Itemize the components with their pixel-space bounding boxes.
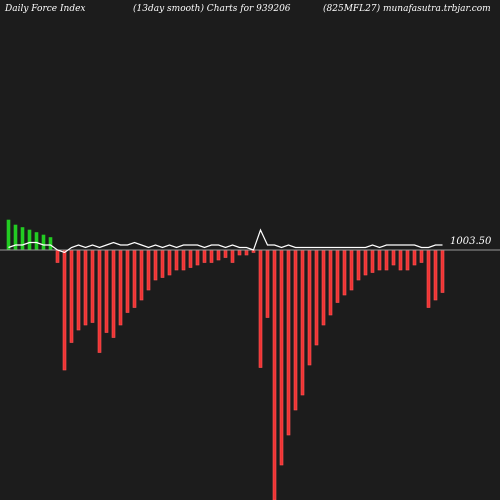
baseline-value-label: 1003.50	[450, 236, 492, 247]
force-index-bar	[111, 249, 116, 338]
force-index-bar	[300, 249, 305, 396]
force-index-bar	[321, 249, 326, 326]
force-index-bar	[20, 227, 25, 251]
force-index-bar	[216, 249, 221, 261]
force-index-bar	[125, 249, 130, 313]
force-index-bar	[265, 249, 270, 318]
force-index-bar	[118, 249, 123, 326]
force-index-bar	[139, 249, 144, 301]
force-index-bar	[363, 249, 368, 276]
force-index-bar	[48, 237, 53, 251]
force-index-bar	[426, 249, 431, 308]
force-index-bar	[244, 249, 249, 256]
force-index-bar	[202, 249, 207, 263]
force-index-bar	[370, 249, 375, 273]
force-index-bar	[27, 229, 32, 251]
force-index-bar	[356, 249, 361, 281]
force-index-bar	[209, 249, 214, 263]
force-index-bar	[405, 249, 410, 271]
force-index-bar	[286, 249, 291, 436]
force-index-bar	[230, 249, 235, 263]
force-index-bar	[279, 249, 284, 466]
force-index-bar	[167, 249, 172, 276]
force-index-bar	[195, 249, 200, 266]
force-index-bar	[97, 249, 102, 353]
force-index-bar	[258, 249, 263, 368]
force-index-bar	[181, 249, 186, 271]
force-index-bar	[307, 249, 312, 366]
force-index-bar	[76, 249, 81, 331]
force-index-bar	[419, 249, 424, 263]
force-index-bar	[349, 249, 354, 291]
force-index-bar	[293, 249, 298, 411]
force-index-bar	[272, 249, 277, 500]
force-index-bar	[384, 249, 389, 271]
force-index-bar	[55, 249, 60, 263]
force-index-bar	[41, 234, 46, 251]
average-line	[8, 228, 443, 254]
force-index-bar	[90, 249, 95, 323]
force-index-bar	[132, 249, 137, 308]
force-index-bar	[398, 249, 403, 271]
force-index-bar	[104, 249, 109, 333]
force-index-bar	[440, 249, 445, 293]
chart-title-right: (825MFL27) munafasutra.trbjar.com	[323, 4, 491, 14]
chart-title-middle: (13day smooth) Charts for 939206	[133, 4, 291, 14]
chart-title-left: Daily Force Index	[5, 4, 86, 14]
force-index-bar	[188, 249, 193, 268]
force-index-bar	[13, 224, 18, 251]
force-index-bar	[391, 249, 396, 266]
force-index-bar	[328, 249, 333, 316]
force-index-bar	[6, 219, 11, 251]
force-index-bar	[69, 249, 74, 343]
force-index-bar	[433, 249, 438, 301]
force-index-bar	[83, 249, 88, 326]
force-index-bar	[237, 249, 242, 256]
force-index-bar	[412, 249, 417, 266]
force-index-bar	[314, 249, 319, 346]
force-index-bar	[146, 249, 151, 291]
bar-series	[6, 219, 445, 500]
force-index-bar	[377, 249, 382, 271]
force-index-bar	[160, 249, 165, 278]
force-index-bar	[335, 249, 340, 303]
force-index-bar	[153, 249, 158, 281]
force-index-bar	[223, 249, 228, 258]
force-index-bar	[342, 249, 347, 296]
force-index-bar	[34, 232, 39, 251]
force-index-bar	[174, 249, 179, 271]
force-index-bar	[62, 249, 67, 371]
